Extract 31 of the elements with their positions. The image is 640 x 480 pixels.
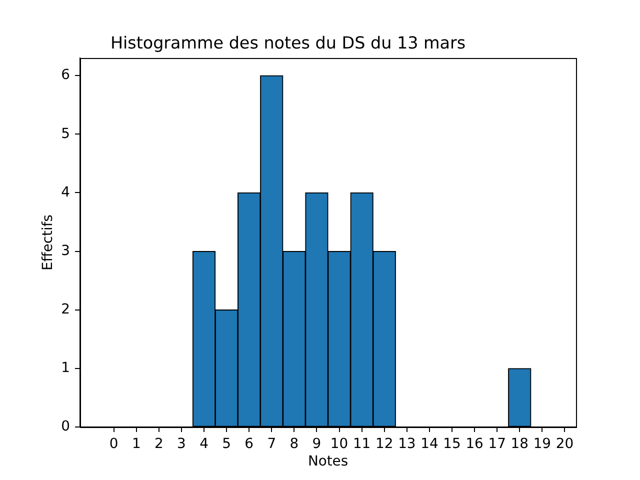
x-tick-label: 15 <box>443 436 461 452</box>
y-tick-label: 2 <box>61 301 70 318</box>
x-tick-label: 7 <box>267 436 276 452</box>
x-tick-label: 20 <box>556 436 574 452</box>
x-tick-label: 18 <box>510 436 528 452</box>
x-tick-label: 8 <box>290 436 299 452</box>
x-tick-label: 17 <box>488 436 506 452</box>
x-axis-title: Notes <box>308 453 348 470</box>
x-tick-label: 3 <box>177 436 186 452</box>
y-tick-label: 0 <box>61 418 70 435</box>
x-tick-label: 13 <box>398 436 416 452</box>
x-tick-label: 2 <box>154 436 164 452</box>
x-tick-label: 14 <box>420 436 438 452</box>
x-tick-label: 16 <box>466 436 484 452</box>
x-tick-label: 19 <box>533 436 552 452</box>
x-tick-label: 0 <box>109 436 118 452</box>
x-tick-label: 5 <box>222 436 231 452</box>
x-tick-label: 11 <box>352 436 371 452</box>
y-tick-label: 5 <box>61 126 70 142</box>
y-tick-label: 1 <box>61 360 70 376</box>
x-tick-label: 10 <box>330 436 348 452</box>
x-tick-label: 9 <box>312 436 322 452</box>
x-tick-label: 4 <box>200 436 209 452</box>
chart-title: Histogramme des notes du DS du 13 mars <box>110 32 466 52</box>
y-tick-label: 3 <box>61 242 70 259</box>
y-tick-label: 4 <box>61 184 70 200</box>
x-tick-label: 12 <box>376 436 394 452</box>
x-tick-label: 6 <box>244 436 254 452</box>
y-tick-label: 6 <box>61 67 70 84</box>
x-tick-label: 1 <box>132 436 141 452</box>
y-axis-title: Effectifs <box>40 214 56 271</box>
